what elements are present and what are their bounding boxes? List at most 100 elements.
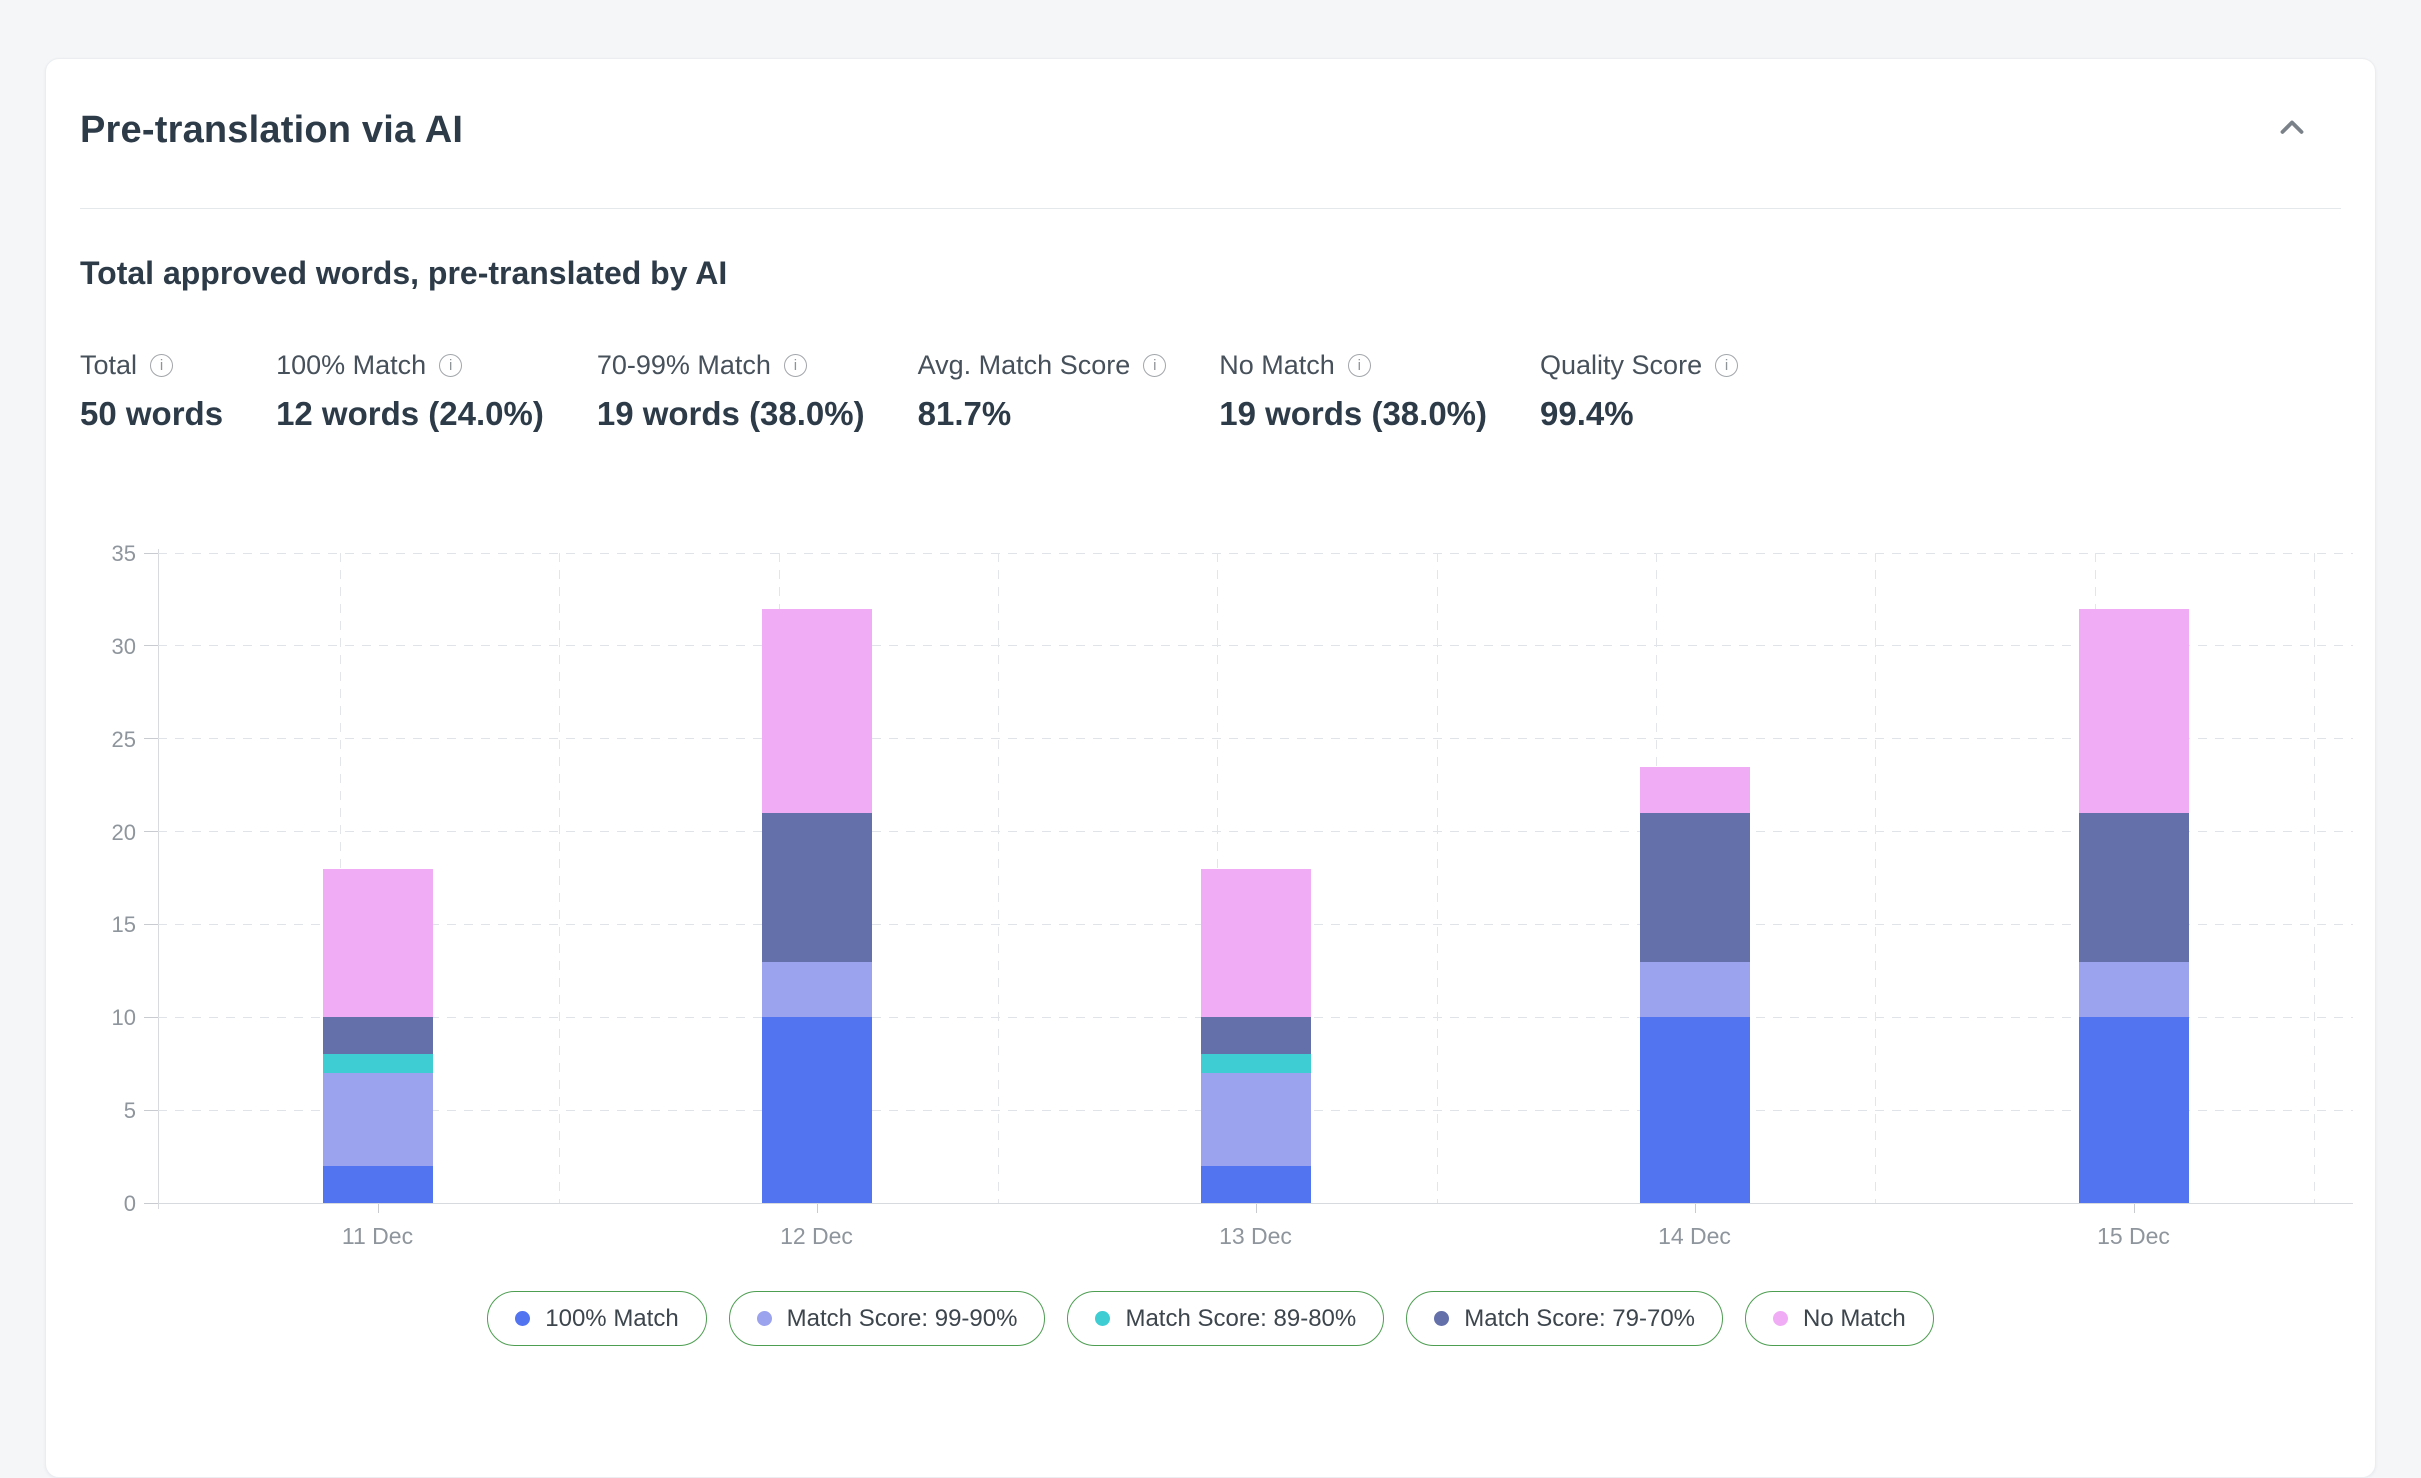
stat-label: No Match: [1219, 349, 1335, 380]
card-header: Pre-translation via AI: [80, 105, 2341, 154]
legend-label: Match Score: 89-80%: [1125, 1304, 1357, 1332]
stat-value: 99.4%: [1540, 395, 1634, 432]
stat-item: 70-99% Match i 19 words (38.0%): [597, 349, 865, 433]
bar-stack: [761, 553, 872, 1203]
bar-segment: [761, 813, 872, 962]
x-axis-label: 11 Dec: [341, 1223, 414, 1249]
bar-segment: [1639, 1017, 1750, 1203]
x-axis-label: 12 Dec: [780, 1223, 853, 1249]
bar-segment: [1639, 961, 1750, 1018]
stat-label: Total: [80, 349, 138, 380]
y-tick-mark: [144, 923, 158, 925]
bar-segment: [2078, 961, 2189, 1018]
bar-segment: [1639, 813, 1750, 962]
collapse-button[interactable]: [2269, 105, 2315, 154]
y-axis-line: [158, 549, 159, 1209]
x-tick-mark: [377, 1204, 379, 1213]
stat-label-row: No Match i: [1219, 349, 1487, 381]
stat-item: 100% Match i 12 words (24.0%): [276, 349, 544, 433]
info-icon[interactable]: i: [783, 353, 807, 377]
legend-color-dot: [1095, 1311, 1111, 1326]
v-gridline: [1875, 553, 1877, 1203]
x-tick-mark: [1694, 1204, 1696, 1213]
bar-stack: [1200, 553, 1311, 1203]
chart-legend: 100% Match Match Score: 99-90% Match Score…: [80, 1291, 2341, 1346]
x-tick-mark: [1255, 1204, 1257, 1213]
bar-segment: [322, 868, 433, 1018]
info-icon[interactable]: i: [439, 353, 463, 377]
legend-item[interactable]: Match Score: 99-90%: [728, 1291, 1046, 1346]
y-tick-mark: [144, 831, 158, 833]
chart-plot-area: [144, 549, 2353, 1213]
legend-color-dot: [515, 1311, 531, 1326]
y-axis-label: 10: [111, 1005, 136, 1031]
info-icon[interactable]: i: [150, 353, 174, 377]
h-gridline: [158, 645, 2353, 647]
y-axis-label: 25: [111, 726, 136, 752]
header-divider: [80, 208, 2341, 209]
stat-value: 19 words (38.0%): [1219, 395, 1488, 432]
legend-label: No Match: [1803, 1304, 1906, 1332]
v-gridline: [2313, 553, 2315, 1203]
chevron-up-icon: [2273, 109, 2311, 150]
bar-segment: [2078, 813, 2189, 962]
stat-item: Total i 50 words: [80, 349, 223, 433]
bar-segment: [1200, 868, 1311, 1018]
y-tick-mark: [144, 738, 158, 740]
stat-label-row: Quality Score i: [1540, 349, 1739, 381]
bar-stack: [2078, 553, 2189, 1203]
y-tick-mark: [144, 645, 158, 647]
legend-label: Match Score: 99-90%: [786, 1304, 1018, 1332]
stat-value: 81.7%: [917, 395, 1012, 432]
y-tick-mark: [144, 1109, 158, 1111]
y-axis-label: 30: [111, 633, 136, 659]
bar-segment: [322, 1017, 433, 1055]
legend-color-dot: [756, 1311, 772, 1326]
h-gridline: [158, 831, 2353, 833]
legend-item[interactable]: 100% Match: [487, 1291, 707, 1346]
info-icon[interactable]: i: [1347, 353, 1371, 377]
stat-item: Quality Score i 99.4%: [1540, 349, 1739, 433]
v-gridline: [1436, 553, 1438, 1203]
bar-stack: [322, 553, 433, 1203]
stat-label: Quality Score: [1540, 349, 1703, 380]
bar-segment: [761, 1017, 872, 1203]
stats-row: Total i 50 words 100% Match i 12 words (24.0%…: [80, 349, 2341, 433]
y-tick-mark: [144, 1016, 158, 1018]
stat-item: No Match i 19 words (38.0%): [1219, 349, 1487, 433]
legend-item[interactable]: Match Score: 89-80%: [1067, 1291, 1385, 1346]
bar-segment: [1200, 1054, 1311, 1073]
info-icon[interactable]: i: [1715, 353, 1739, 377]
bar-segment: [761, 961, 872, 1018]
x-tick-mark: [816, 1204, 818, 1213]
info-icon[interactable]: i: [1143, 353, 1167, 377]
y-axis-label: 35: [111, 541, 136, 566]
page-title: Pre-translation via AI: [80, 108, 464, 151]
bar-segment: [322, 1054, 433, 1073]
chart-title: Total approved words, pre-translated by …: [80, 255, 728, 291]
stat-value: 19 words (38.0%): [596, 395, 865, 432]
legend-color-dot: [1434, 1311, 1450, 1326]
h-gridline: [158, 738, 2353, 740]
x-tick-mark: [2133, 1204, 2135, 1213]
legend-color-dot: [1773, 1311, 1789, 1326]
stat-label-row: 100% Match i: [276, 349, 544, 381]
legend-item[interactable]: No Match: [1745, 1291, 1934, 1346]
bar-segment: [322, 1165, 433, 1203]
bar-segment: [322, 1073, 433, 1166]
stat-label-row: Avg. Match Score i: [918, 349, 1167, 381]
legend-label: Match Score: 79-70%: [1464, 1304, 1696, 1332]
x-axis-label: 15 Dec: [2097, 1223, 2170, 1249]
y-tick-mark: [144, 1202, 158, 1204]
stat-item: Avg. Match Score i 81.7%: [918, 349, 1167, 433]
bar-segment: [1200, 1017, 1311, 1055]
bar-segment: [1200, 1165, 1311, 1203]
stat-label: 100% Match: [276, 349, 427, 380]
legend-item[interactable]: Match Score: 79-70%: [1406, 1291, 1724, 1346]
bar-segment: [1639, 766, 1750, 813]
x-axis-label: 13 Dec: [1219, 1223, 1292, 1249]
x-axis-line: [158, 1203, 2353, 1204]
bar-segment: [1200, 1073, 1311, 1166]
bar-segment: [2078, 608, 2189, 813]
stat-label: Avg. Match Score: [917, 349, 1131, 380]
